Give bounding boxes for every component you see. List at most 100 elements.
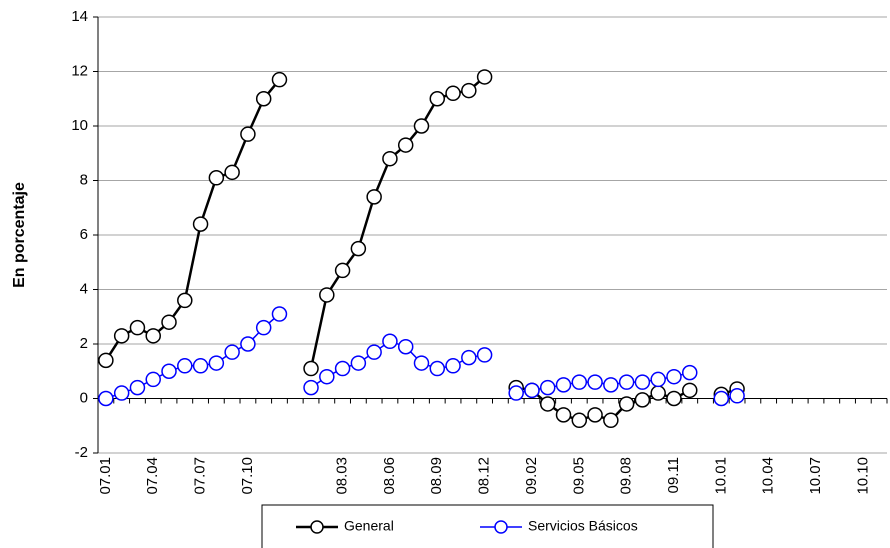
- point: [366, 189, 382, 205]
- x-tick-label: 08.09: [428, 457, 445, 495]
- x-tick-label: 10.01: [712, 457, 729, 495]
- x-tick-label: 07.01: [97, 457, 114, 495]
- point: [98, 352, 114, 369]
- point: [366, 344, 382, 360]
- point: [618, 396, 635, 412]
- x-tick-label: 09.11: [665, 457, 682, 493]
- series-line: [104, 75, 738, 422]
- point: [350, 240, 367, 257]
- point: [129, 319, 146, 336]
- legend-marker: [310, 520, 324, 534]
- x-tick-label: 10.10: [854, 457, 871, 495]
- point: [539, 396, 556, 412]
- x-tick-label: 07.10: [239, 457, 256, 495]
- point: [177, 292, 193, 309]
- point: [382, 150, 398, 167]
- y-axis-label: En porcentaje: [11, 182, 28, 288]
- x-tick-label: 07.04: [144, 457, 161, 495]
- x-tick-label: 08.12: [476, 457, 493, 495]
- point: [445, 358, 461, 374]
- point: [240, 336, 256, 352]
- point: [192, 358, 209, 374]
- point: [413, 355, 430, 371]
- point: [650, 371, 666, 388]
- point: [539, 379, 556, 396]
- point: [334, 262, 351, 279]
- y-tick-label: 8: [80, 171, 88, 188]
- legend-label: General: [344, 518, 394, 534]
- point: [145, 371, 161, 388]
- x-tick-label: 09.08: [618, 457, 635, 495]
- point: [603, 412, 619, 429]
- point: [161, 314, 177, 330]
- y-tick-label: 0: [80, 389, 88, 406]
- point: [571, 412, 588, 429]
- legend-label: Servicios Básicos: [528, 518, 638, 534]
- point: [682, 364, 698, 381]
- point: [177, 358, 193, 374]
- y-tick-label: 14: [71, 8, 88, 25]
- point: [224, 344, 240, 360]
- point: [445, 85, 461, 102]
- x-tick-label: 10.07: [807, 457, 824, 495]
- x-tick-label: 09.05: [570, 457, 587, 495]
- y-tick-label: 12: [71, 62, 88, 79]
- point: [729, 388, 745, 404]
- point: [303, 379, 319, 396]
- point: [161, 363, 177, 379]
- point: [476, 69, 493, 85]
- point: [587, 374, 603, 390]
- x-tick-label: 09.02: [523, 457, 540, 495]
- point: [240, 126, 256, 142]
- point: [618, 374, 635, 390]
- legend-marker: [494, 520, 508, 534]
- point: [319, 368, 335, 385]
- point: [713, 390, 730, 407]
- series-line: [105, 313, 738, 400]
- point: [571, 374, 588, 390]
- point: [319, 287, 335, 303]
- x-tick-label: 10.04: [760, 457, 777, 495]
- point: [429, 360, 446, 377]
- point: [129, 379, 146, 396]
- x-tick-label: 08.03: [334, 457, 351, 495]
- point: [429, 91, 446, 107]
- point: [555, 377, 572, 393]
- point: [192, 216, 209, 232]
- point: [113, 385, 130, 401]
- point: [634, 392, 651, 408]
- point: [208, 170, 225, 186]
- point: [382, 333, 398, 350]
- y-tick-label: -2: [75, 444, 88, 461]
- point: [413, 118, 430, 134]
- point: [145, 328, 161, 344]
- x-tick-label: 07.07: [192, 457, 209, 495]
- point: [271, 71, 288, 88]
- y-tick-label: 10: [71, 117, 88, 134]
- point: [555, 407, 572, 423]
- point: [224, 164, 240, 181]
- point: [682, 382, 698, 399]
- point: [666, 368, 682, 385]
- point: [113, 328, 130, 344]
- point: [334, 360, 351, 377]
- point: [303, 360, 319, 377]
- point: [461, 349, 477, 366]
- point: [255, 319, 272, 336]
- point: [397, 137, 414, 153]
- x-tick-label: 08.06: [381, 457, 398, 495]
- point: [666, 390, 682, 407]
- point: [603, 377, 619, 393]
- point: [461, 82, 477, 99]
- point: [650, 385, 666, 401]
- point: [271, 306, 288, 322]
- y-tick-label: 6: [80, 226, 88, 243]
- point: [98, 390, 114, 407]
- y-tick-label: 2: [80, 335, 88, 352]
- point: [255, 91, 272, 107]
- point: [587, 407, 603, 423]
- point: [634, 374, 651, 390]
- point: [508, 385, 524, 401]
- point: [350, 355, 367, 371]
